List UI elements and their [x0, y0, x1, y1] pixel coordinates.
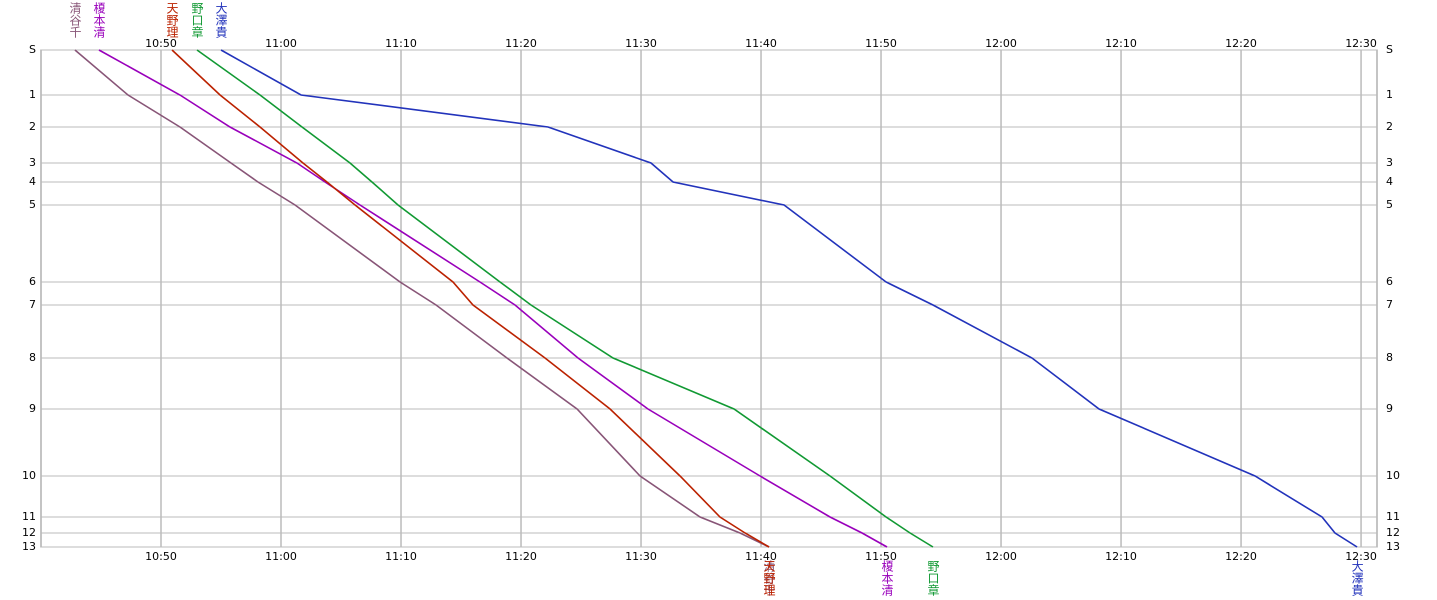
series-line [220, 49, 1358, 548]
series-name-bottom: 天野理 [762, 560, 776, 596]
series-name-top: 大澤貴 [214, 2, 228, 39]
y-tick-label: 2 [29, 120, 36, 133]
plot-frame [40, 49, 1378, 548]
y-tick-label: 1 [29, 88, 36, 101]
x-tick-label: 11:30 [625, 550, 657, 563]
y-tick-label: 9 [29, 402, 36, 415]
y-tick-label: 4 [1386, 175, 1393, 188]
series-line [196, 49, 934, 548]
series-name-bottom: 榎本清 [880, 559, 894, 597]
x-tick-label: 11:20 [505, 37, 537, 50]
x-tick-label: 12:00 [985, 550, 1017, 563]
y-tick-label: 10 [22, 469, 36, 482]
x-tick-label: 11:30 [625, 37, 657, 50]
x-tick-label: 12:20 [1225, 37, 1257, 50]
y-tick-label: 11 [1386, 510, 1400, 523]
y-tick-label: S [1386, 43, 1393, 56]
y-tick-label: 12 [22, 526, 36, 539]
x-tick-label: 11:00 [265, 550, 297, 563]
y-tick-label: 13 [22, 540, 36, 553]
series-name-top: 野口章 [190, 2, 204, 38]
y-tick-label: 5 [1386, 198, 1393, 211]
x-tick-label: 11:00 [265, 37, 297, 50]
y-tick-label: 5 [29, 198, 36, 211]
y-tick-label: S [29, 43, 36, 56]
y-tick-label: 3 [29, 156, 36, 169]
y-tick-label: 2 [1386, 120, 1393, 133]
series-name-top: 天野理 [165, 2, 179, 38]
x-tick-label: 11:50 [865, 550, 897, 563]
series-line [171, 49, 770, 548]
y-tick-label: 4 [29, 175, 36, 188]
y-tick-label: 10 [1386, 469, 1400, 482]
series-name-bottom: 野口章 [926, 560, 940, 596]
series-line [74, 49, 770, 548]
x-tick-label: 11:50 [865, 37, 897, 50]
series-name-bottom: 清谷千 [762, 560, 776, 596]
y-tick-label: 8 [29, 351, 36, 364]
x-tick-label: 11:40 [745, 37, 777, 50]
y-tick-label: 11 [22, 510, 36, 523]
y-tick-label: 6 [29, 275, 36, 288]
x-tick-label: 12:00 [985, 37, 1017, 50]
x-tick-label: 10:50 [145, 550, 177, 563]
x-tick-label: 11:40 [745, 550, 777, 563]
x-tick-label: 11:20 [505, 550, 537, 563]
y-tick-label: 3 [1386, 156, 1393, 169]
y-tick-label: 13 [1386, 540, 1400, 553]
x-tick-label: 12:30 [1345, 37, 1377, 50]
x-tick-label: 11:10 [385, 550, 417, 563]
x-tick-label: 12:10 [1105, 37, 1137, 50]
series-name-top: 清谷千 [68, 2, 82, 38]
y-tick-label: 9 [1386, 402, 1393, 415]
y-tick-label: 6 [1386, 275, 1393, 288]
y-tick-label: 1 [1386, 88, 1393, 101]
x-tick-label: 10:50 [145, 37, 177, 50]
y-tick-label: 12 [1386, 526, 1400, 539]
x-tick-label: 12:20 [1225, 550, 1257, 563]
x-tick-label: 12:30 [1345, 550, 1377, 563]
series-line [98, 49, 888, 548]
x-tick-label: 12:10 [1105, 550, 1137, 563]
x-tick-label: 11:10 [385, 37, 417, 50]
y-tick-label: 8 [1386, 351, 1393, 364]
series-name-bottom: 大澤貴 [1350, 560, 1364, 597]
y-tick-label: 7 [29, 298, 36, 311]
series-name-top: 榎本清 [92, 1, 106, 39]
y-tick-label: 7 [1386, 298, 1393, 311]
